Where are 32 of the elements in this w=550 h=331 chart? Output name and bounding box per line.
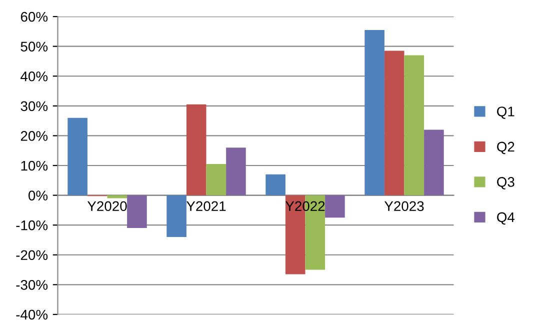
bar xyxy=(127,195,147,228)
y-tick-label: 60% xyxy=(20,12,48,22)
y-tick-label: 40% xyxy=(20,71,48,82)
bar xyxy=(404,55,424,196)
y-tick-label: -30% xyxy=(16,280,48,290)
bar xyxy=(266,174,286,196)
bar xyxy=(325,195,345,218)
y-tick-label: -40% xyxy=(16,310,48,320)
bar xyxy=(364,30,384,196)
y-tick-label: 0% xyxy=(28,190,48,200)
y-tick-label: 20% xyxy=(20,131,48,141)
bar xyxy=(68,118,88,196)
bar xyxy=(226,148,246,196)
legend-label: Q3 xyxy=(497,177,514,190)
y-tick-label: 30% xyxy=(20,101,48,112)
y-tick-label: -20% xyxy=(16,250,48,260)
bar xyxy=(206,164,226,196)
x-tick-label: Y2021 xyxy=(186,201,226,212)
bar xyxy=(424,130,444,196)
y-tick-label: 50% xyxy=(20,42,48,52)
legend-label: Q2 xyxy=(497,142,514,154)
bar xyxy=(166,195,186,237)
x-tick-label: Y2023 xyxy=(384,201,424,212)
bar xyxy=(107,195,128,198)
legend-label: Q1 xyxy=(497,106,514,119)
x-tick-label: Y2020 xyxy=(87,201,127,212)
legend-label: Q4 xyxy=(497,212,515,225)
x-tick-label: Y2022 xyxy=(285,201,325,212)
y-tick-label: 10% xyxy=(21,160,48,171)
bar xyxy=(384,50,404,196)
y-tick-label: -10% xyxy=(16,220,48,230)
bar xyxy=(186,104,206,196)
